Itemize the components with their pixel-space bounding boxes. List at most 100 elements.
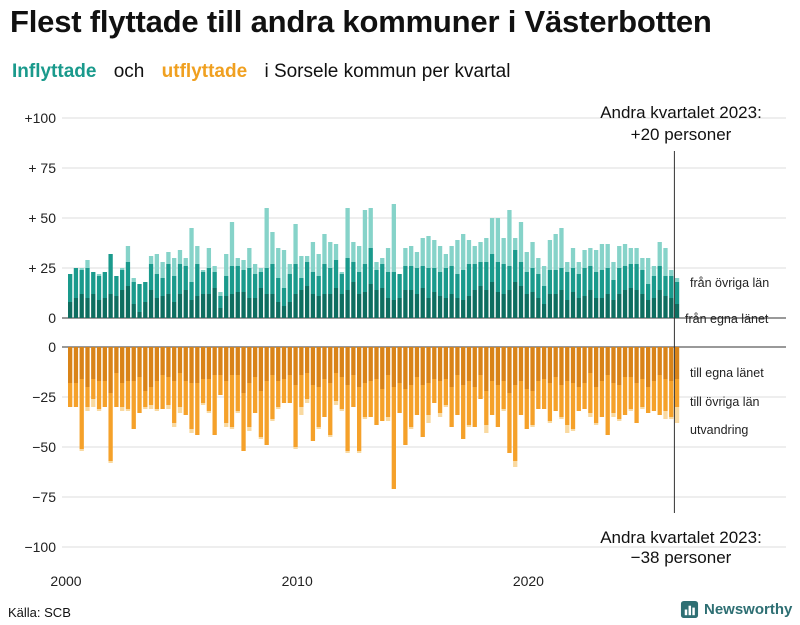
y-tick-label: −50 <box>32 439 56 455</box>
bar-in-från-utlandet <box>229 222 235 266</box>
bar-in-från-egna-länet <box>403 290 408 318</box>
bar-in-från-utlandet <box>443 254 448 268</box>
bar-in-från-övriga-län <box>125 262 131 286</box>
bar-in-från-utlandet <box>478 242 483 262</box>
bar-in-från-egna-länet <box>593 298 599 318</box>
bar-in-från-utlandet <box>541 266 547 286</box>
subtitle-utflyttade: utflyttade <box>161 61 248 82</box>
bar-in-från-övriga-län <box>247 268 252 298</box>
bar-in-från-utlandet <box>120 268 125 270</box>
bar-out-till-egna-länet <box>154 347 159 381</box>
bar-out-till-övriga-län <box>125 381 131 409</box>
bar-out-till-övriga-län <box>137 377 142 413</box>
bar-in-från-övriga-län <box>212 272 217 288</box>
bar-out-till-övriga-län <box>96 381 102 409</box>
bar-in-från-övriga-län <box>351 262 356 282</box>
bar-out-till-egna-länet <box>120 347 125 383</box>
bar-out-till-övriga-län <box>79 379 84 449</box>
bar-in-från-egna-länet <box>472 290 477 318</box>
bar-in-från-egna-länet <box>559 290 564 318</box>
bar-out-till-egna-länet <box>437 347 443 381</box>
bar-in-från-egna-länet <box>576 298 581 318</box>
bar-in-från-övriga-län <box>391 272 396 300</box>
bar-out-till-egna-länet <box>200 347 206 379</box>
bar-out-till-egna-länet <box>651 347 657 381</box>
bar-in-från-övriga-län <box>189 282 194 300</box>
bar-in-från-utlandet <box>160 262 165 278</box>
bar-out-till-egna-länet <box>449 347 454 387</box>
bar-out-till-egna-länet <box>530 347 535 391</box>
bar-out-till-egna-länet <box>85 347 90 387</box>
bar-in-från-utlandet <box>148 256 154 264</box>
bar-in-från-egna-länet <box>91 294 96 318</box>
bar-in-från-övriga-län <box>91 272 96 294</box>
bar-out-utvandring <box>177 407 183 413</box>
bar-in-från-utlandet <box>247 248 252 268</box>
bar-out-till-egna-länet <box>281 347 287 379</box>
bar-in-från-egna-länet <box>495 292 501 318</box>
bar-out-till-övriga-län <box>235 375 240 411</box>
bar-out-till-övriga-län <box>530 391 535 425</box>
bar-out-utvandring <box>484 425 489 433</box>
y-tick-label: −25 <box>32 389 56 405</box>
bar-out-utvandring <box>501 409 506 411</box>
bar-in-från-utlandet <box>536 258 541 274</box>
bar-in-från-övriga-län <box>530 268 535 292</box>
bar-out-till-övriga-län <box>160 375 165 409</box>
bar-out-till-egna-länet <box>646 347 651 387</box>
bar-in-från-övriga-län <box>588 266 593 290</box>
bar-out-till-övriga-län <box>501 381 506 409</box>
bar-in-från-egna-länet <box>484 290 489 318</box>
bar-out-utvandring <box>304 399 310 403</box>
annotation-bottom-line1: Andra kvartalet 2023: <box>600 528 762 547</box>
bar-out-till-övriga-län <box>322 379 327 417</box>
bar-in-från-utlandet <box>189 228 194 282</box>
bar-out-utvandring <box>229 427 235 429</box>
bar-out-till-egna-länet <box>362 347 368 383</box>
x-tick-label: 2020 <box>513 573 544 589</box>
bar-in-från-egna-länet <box>96 300 102 318</box>
grid-lines <box>62 117 786 548</box>
newsworthy-logo-icon <box>680 600 699 619</box>
bar-out-till-egna-länet <box>478 347 483 375</box>
bar-in-från-utlandet <box>177 250 183 264</box>
bar-out-till-egna-länet <box>518 347 524 381</box>
brand-logo[interactable]: Newsworthy <box>680 600 792 619</box>
bar-out-till-övriga-län <box>143 391 148 407</box>
bar-out-till-övriga-län <box>409 385 414 427</box>
bar-in-från-övriga-län <box>316 276 321 296</box>
bar-in-från-övriga-län <box>576 274 581 298</box>
bar-in-från-utlandet <box>96 274 102 276</box>
bar-in-från-utlandet <box>270 232 275 264</box>
bar-out-till-övriga-län <box>68 383 73 407</box>
bar-out-till-övriga-län <box>605 375 610 435</box>
bar-in-från-utlandet <box>374 262 379 270</box>
bar-out-till-övriga-län <box>674 379 680 407</box>
bar-in-från-utlandet <box>85 260 90 268</box>
bar-in-från-övriga-län <box>345 258 350 290</box>
bar-in-från-utlandet <box>125 246 131 262</box>
bar-in-från-utlandet <box>235 258 240 266</box>
bar-in-från-egna-länet <box>333 288 339 318</box>
bar-in-från-egna-länet <box>461 300 466 318</box>
bar-out-utvandring <box>270 419 275 421</box>
bar-out-till-egna-länet <box>611 347 616 383</box>
bar-in-från-övriga-län <box>148 264 154 290</box>
bar-in-från-utlandet <box>351 242 356 262</box>
bar-in-från-utlandet <box>640 258 645 270</box>
bar-in-från-övriga-län <box>663 276 668 296</box>
bar-out-till-övriga-län <box>108 393 113 461</box>
bar-out-till-övriga-län <box>443 379 448 405</box>
bar-in-från-egna-länet <box>252 298 258 318</box>
bar-out-utvandring <box>143 407 148 409</box>
bar-in-från-övriga-län <box>472 264 477 290</box>
bar-out-till-övriga-län <box>640 379 645 407</box>
bar-in-från-utlandet <box>409 246 414 266</box>
bar-in-från-utlandet <box>264 208 269 268</box>
bar-in-från-övriga-län <box>276 278 281 302</box>
bar-in-från-egna-länet <box>79 294 84 318</box>
bar-out-till-övriga-län <box>345 385 350 451</box>
bar-out-till-egna-länet <box>391 347 396 387</box>
bar-in-från-utlandet <box>212 266 217 272</box>
bar-in-från-övriga-län <box>524 272 529 294</box>
